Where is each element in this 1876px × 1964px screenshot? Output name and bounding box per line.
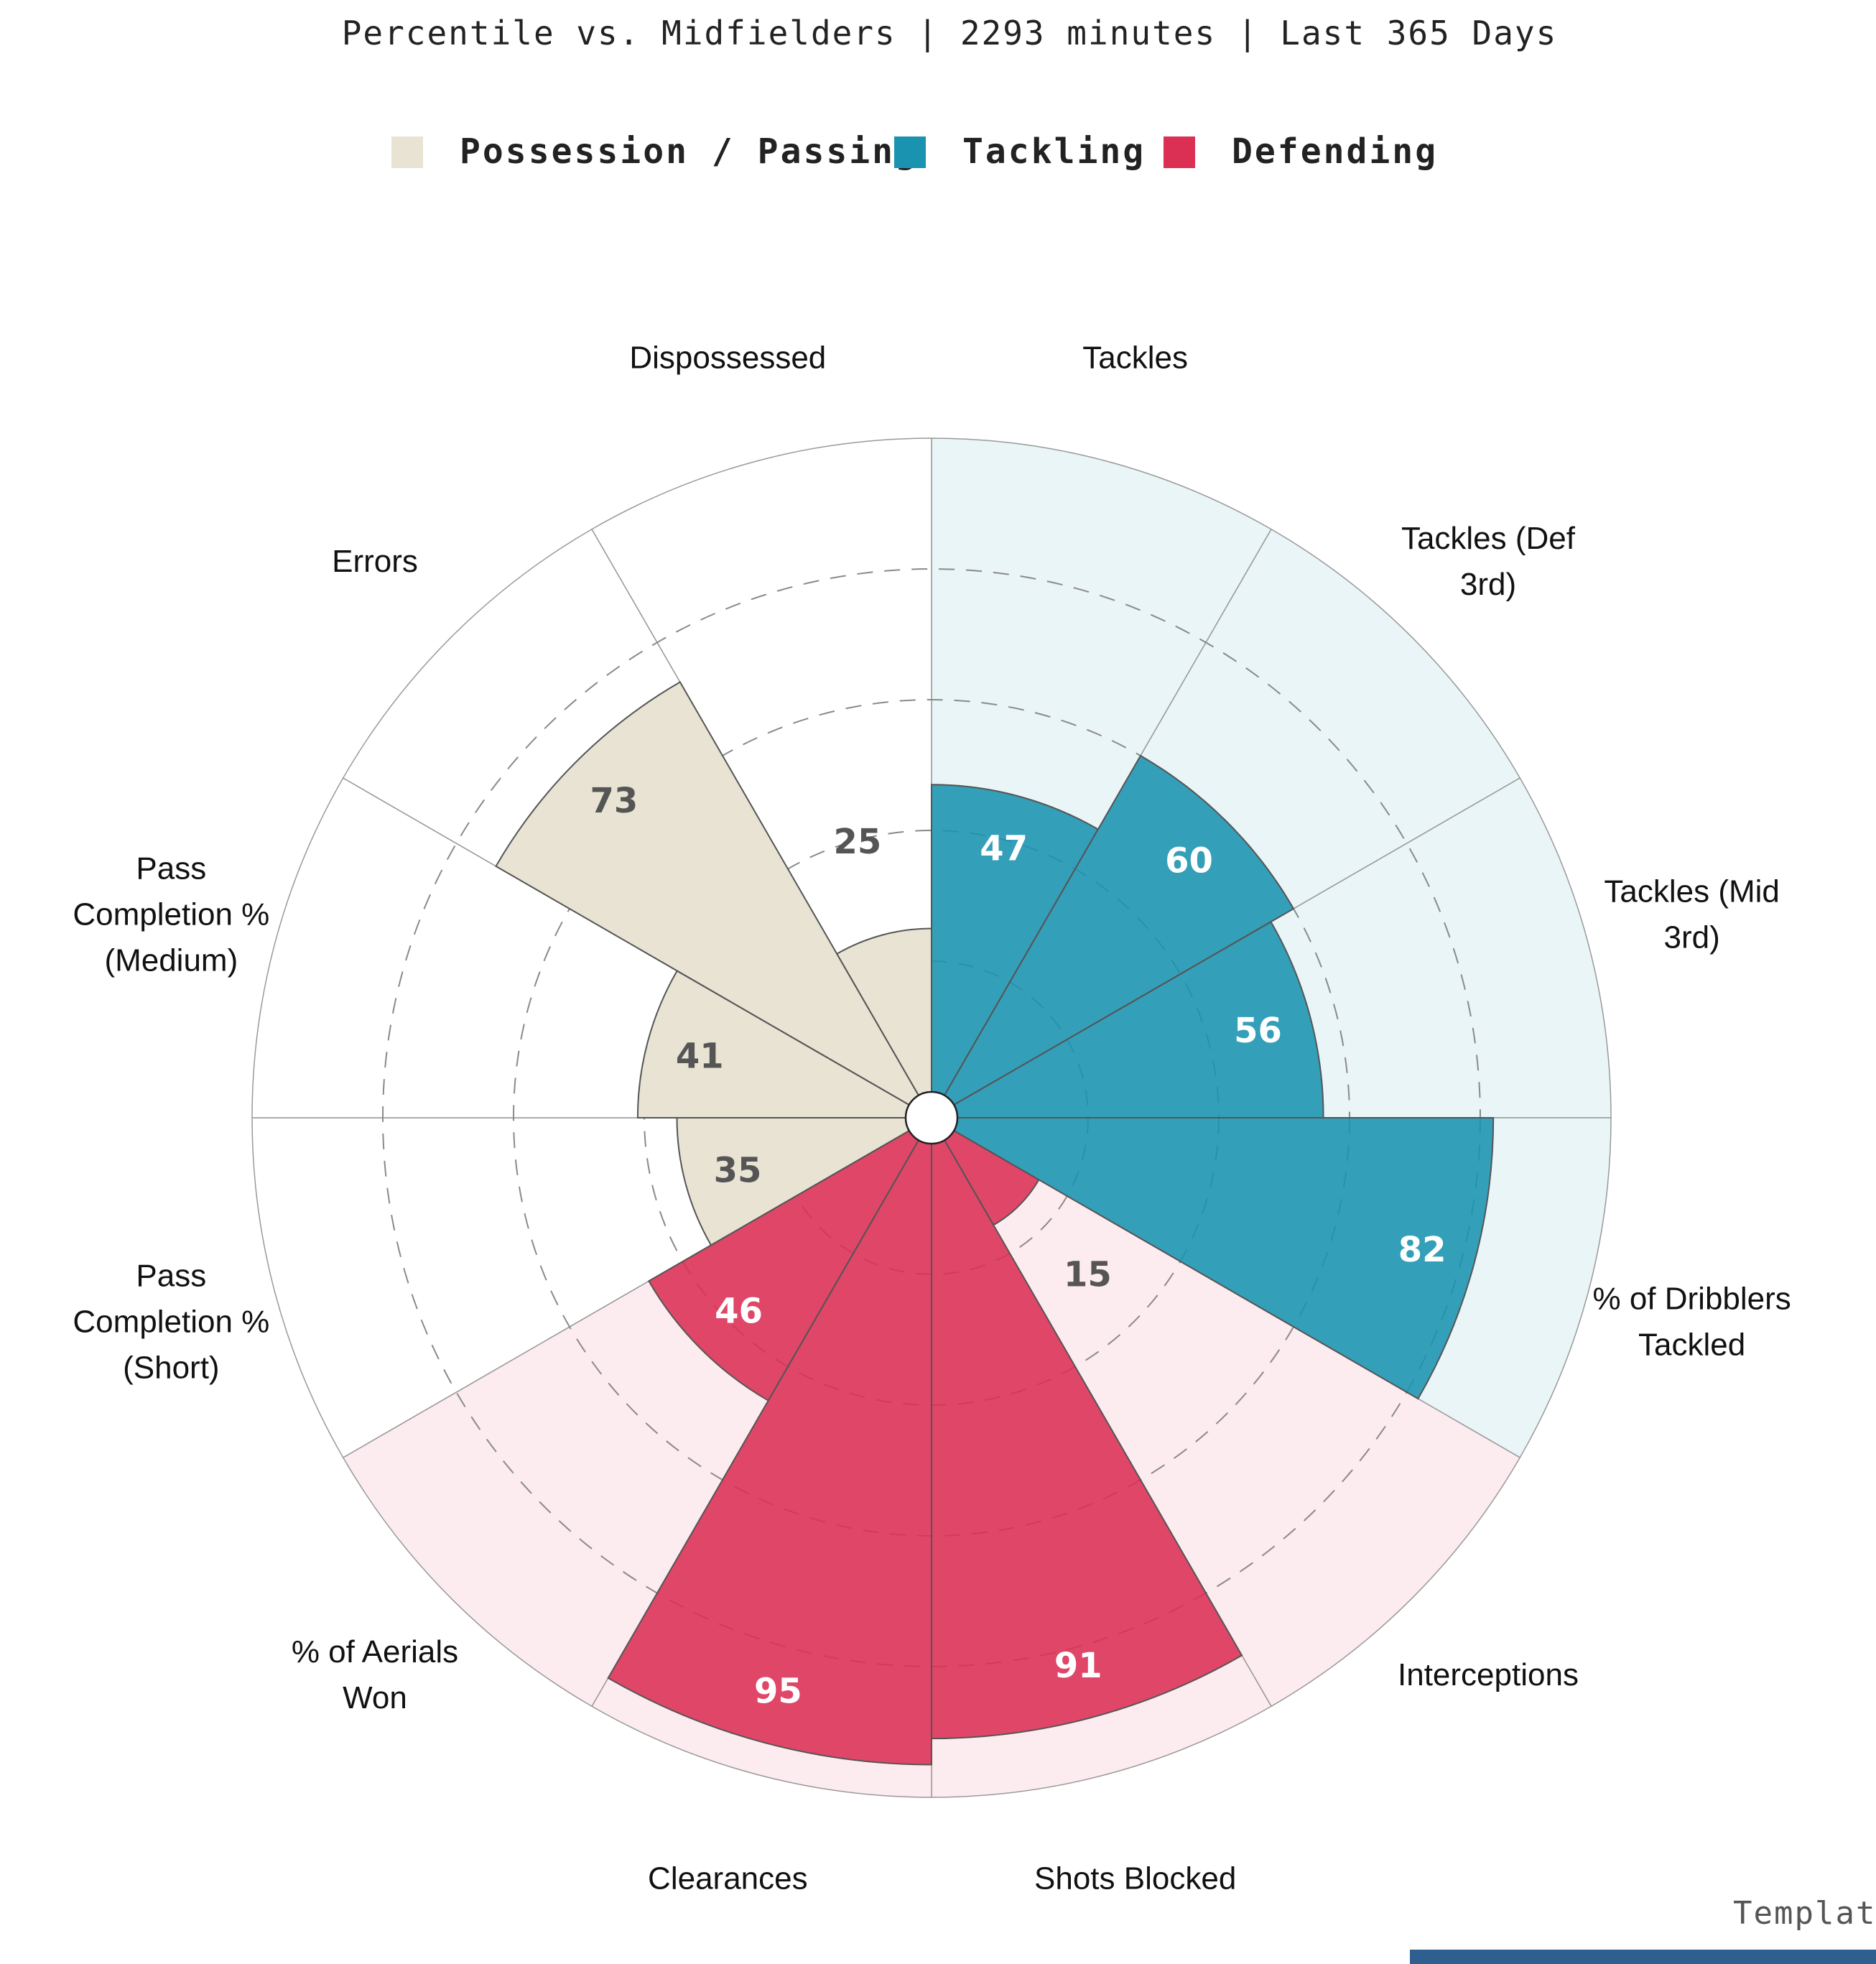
value-label: 41: [676, 1037, 724, 1077]
value-label: 25: [833, 822, 881, 862]
value-label: 35: [714, 1150, 762, 1190]
category-label: Tackles: [1082, 340, 1188, 375]
value-label: 56: [1234, 1011, 1282, 1051]
legend-label-2: Defending: [1232, 131, 1438, 172]
category-label: Tackles (Mid 3rd): [1604, 874, 1780, 955]
category-label: % of Aerials Won: [292, 1634, 458, 1715]
category-label: Tackles (Def 3rd): [1401, 521, 1576, 602]
category-label: % of Dribblers Tackled: [1592, 1282, 1791, 1363]
value-label: 15: [1064, 1254, 1112, 1294]
category-labels: Tackles Tackles (Def 3rd) Tackles (Mid 3rd)%…: [73, 340, 1791, 1896]
category-label: Interceptions: [1398, 1657, 1579, 1692]
category-label: Errors: [332, 544, 418, 579]
footer-bar: [1410, 1950, 1876, 1964]
category-label: Shots Blocked: [1034, 1861, 1236, 1896]
legend-label-0: Possession / Passing: [460, 131, 918, 172]
legend-swatch-0: [391, 136, 423, 168]
legend: Possession / Passing Tackling Defending: [391, 131, 1438, 172]
value-labels: 47 60 56 82 15 91 95 46 35 41 73 25: [590, 781, 1446, 1712]
value-label: 46: [715, 1291, 763, 1331]
slice-bars: [495, 681, 1495, 1766]
category-label: Pass Completion % (Medium): [73, 851, 269, 978]
value-label: 82: [1398, 1230, 1447, 1270]
category-label: Dispossessed: [629, 340, 826, 375]
legend-swatch-2: [1164, 136, 1195, 168]
value-label: 95: [754, 1671, 802, 1711]
center-hole: [904, 1090, 959, 1145]
value-label: 47: [980, 829, 1028, 869]
template-watermark: Templat: [1733, 1895, 1876, 1932]
value-label: 60: [1165, 840, 1213, 881]
category-label: Clearances: [648, 1861, 808, 1896]
chart-subtitle: Percentile vs. Midfielders | 2293 minute…: [342, 14, 1558, 53]
value-label: 73: [590, 781, 638, 821]
value-label: 91: [1054, 1646, 1102, 1686]
legend-swatch-1: [894, 136, 926, 168]
category-label: Pass Completion % (Short): [73, 1259, 269, 1386]
legend-label-1: Tackling: [962, 131, 1146, 172]
